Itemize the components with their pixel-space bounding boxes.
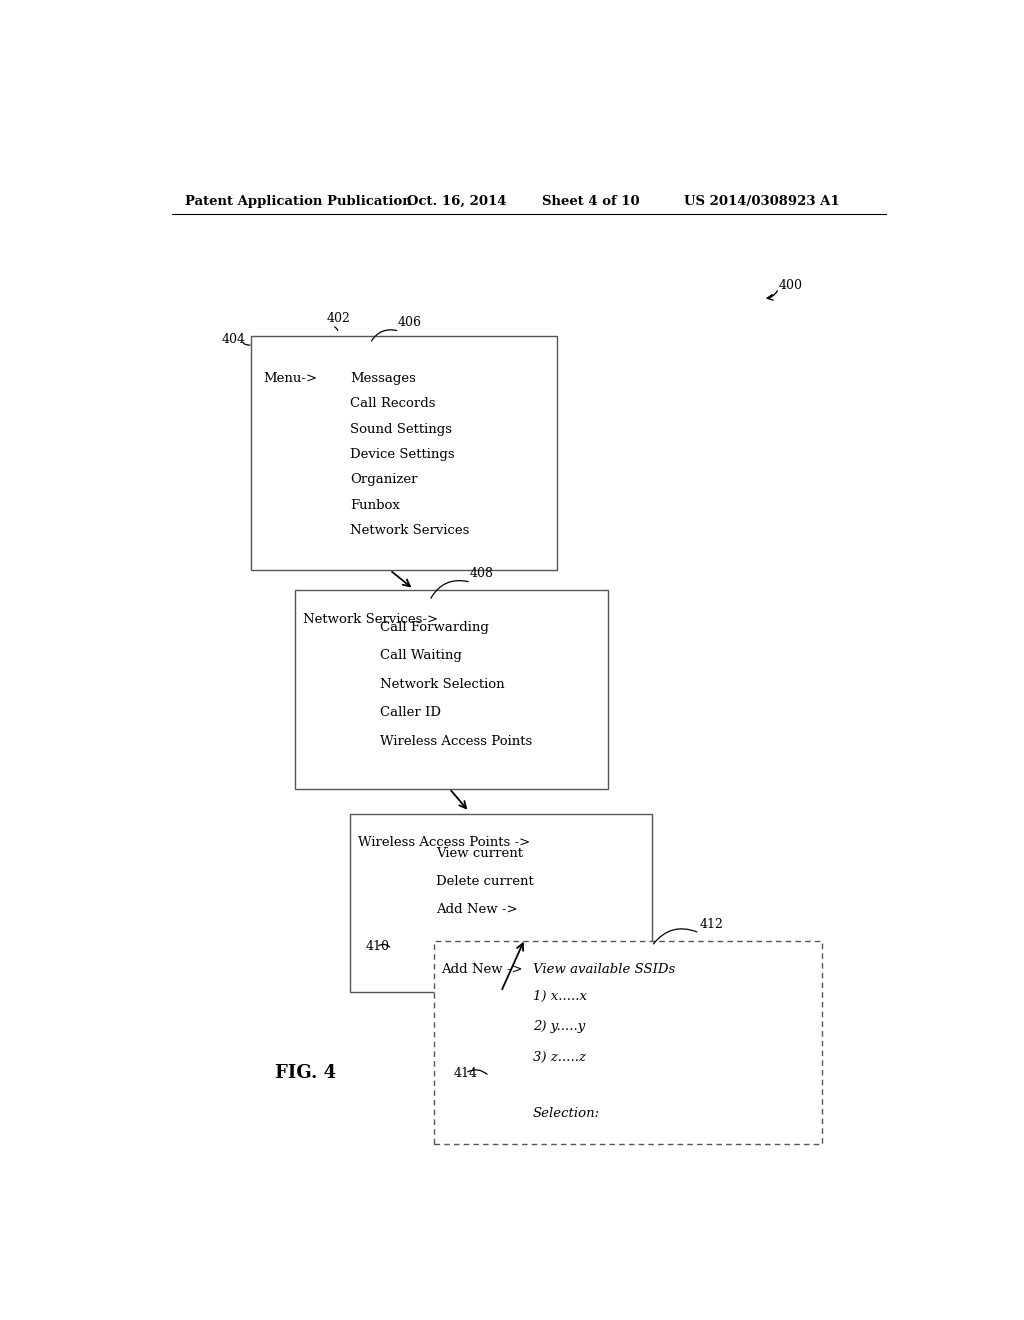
Text: Messages: Messages	[350, 372, 416, 385]
Text: Add New ->: Add New ->	[441, 964, 523, 977]
Text: Sound Settings: Sound Settings	[350, 422, 453, 436]
Text: Sheet 4 of 10: Sheet 4 of 10	[543, 194, 640, 207]
Text: Caller ID: Caller ID	[380, 706, 441, 719]
Text: FIG. 4: FIG. 4	[274, 1064, 336, 1082]
Bar	[251, 337, 557, 570]
Text: 402: 402	[327, 312, 350, 325]
Text: Patent Application Publication: Patent Application Publication	[185, 194, 412, 207]
Text: View available SSIDs: View available SSIDs	[532, 964, 675, 977]
Text: Wireless Access Points: Wireless Access Points	[380, 735, 532, 747]
Text: 400: 400	[778, 279, 803, 292]
Text: Network Selection: Network Selection	[380, 677, 505, 690]
Text: 412: 412	[699, 917, 723, 931]
Text: Selection:: Selection:	[532, 1107, 600, 1121]
Text: 414: 414	[454, 1067, 477, 1080]
Text: Delete current: Delete current	[436, 875, 534, 888]
Bar	[433, 941, 822, 1144]
Text: Oct. 16, 2014: Oct. 16, 2014	[408, 194, 507, 207]
Text: 1) x.....x: 1) x.....x	[532, 990, 587, 1003]
Text: 410: 410	[367, 940, 390, 953]
Text: Call Records: Call Records	[350, 397, 435, 411]
Text: Call Forwarding: Call Forwarding	[380, 620, 489, 634]
Text: Wireless Access Points ->: Wireless Access Points ->	[358, 837, 530, 849]
Text: Call Waiting: Call Waiting	[380, 649, 462, 663]
Text: 404: 404	[221, 333, 246, 346]
Bar	[350, 814, 652, 991]
Text: 3) z.....z: 3) z.....z	[532, 1051, 586, 1064]
Bar	[295, 590, 608, 788]
Text: Network Services: Network Services	[350, 524, 470, 537]
Text: 2) y.....y: 2) y.....y	[532, 1020, 585, 1034]
Text: View current: View current	[436, 846, 523, 859]
Text: Add New ->: Add New ->	[436, 903, 517, 916]
Text: 406: 406	[397, 317, 422, 329]
Text: Funbox: Funbox	[350, 499, 400, 512]
Text: Organizer: Organizer	[350, 474, 418, 487]
Text: Menu->: Menu->	[263, 372, 317, 385]
Text: 408: 408	[469, 568, 494, 581]
Text: Device Settings: Device Settings	[350, 447, 455, 461]
Text: Network Services->: Network Services->	[303, 612, 437, 626]
Text: US 2014/0308923 A1: US 2014/0308923 A1	[684, 194, 839, 207]
